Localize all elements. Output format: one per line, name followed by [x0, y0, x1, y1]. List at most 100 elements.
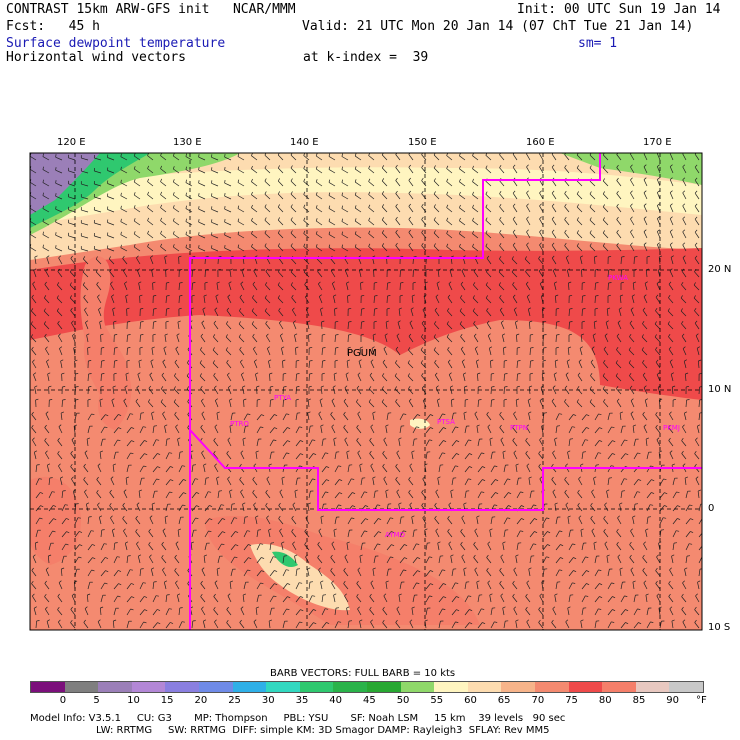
- wind-barb-feather: [554, 281, 558, 284]
- wind-barb-feather: [287, 596, 291, 599]
- wind-barb: [214, 621, 219, 629]
- wind-barb-feather: [97, 463, 101, 466]
- wind-barb-feather: [512, 580, 515, 584]
- wind-barb: [564, 388, 570, 395]
- wind-barb-feather: [489, 528, 493, 531]
- wind-barb-feather: [256, 385, 260, 388]
- wind-barb-feather: [589, 217, 592, 221]
- wind-barb-feather: [274, 414, 278, 417]
- wind-barb: [356, 427, 362, 434]
- wind-barb-feather: [203, 619, 207, 622]
- wind-barb: [525, 271, 531, 278]
- wind-barb: [134, 233, 141, 239]
- wind-barb-feather: [598, 452, 602, 454]
- wind-barb: [150, 569, 154, 577]
- wind-barb-feather: [172, 205, 175, 209]
- wind-barb: [619, 504, 622, 512]
- wind-barb: [397, 322, 401, 330]
- wind-barb-feather: [408, 229, 411, 233]
- wind-barb: [464, 426, 467, 434]
- wind-barb-feather: [172, 166, 175, 170]
- wind-barb: [96, 284, 102, 291]
- wind-barb: [446, 336, 453, 343]
- wind-barb-feather: [408, 177, 411, 181]
- wind-barb-feather: [460, 281, 464, 285]
- wind-barb: [464, 582, 467, 590]
- wind-barb: [48, 543, 52, 551]
- wind-barb-feather: [669, 203, 673, 206]
- wind-barb: [645, 439, 648, 447]
- wind-barb: [321, 479, 327, 486]
- wind-barb: [607, 282, 609, 291]
- wind-barb: [100, 373, 102, 382]
- wind-barb-feather: [44, 437, 47, 441]
- wind-barb-feather: [421, 372, 424, 376]
- wind-barb-feather: [242, 255, 246, 258]
- wind-barb: [282, 386, 284, 395]
- wind-barb: [55, 156, 63, 161]
- wind-barb-feather: [157, 609, 161, 611]
- wind-barb: [81, 209, 89, 213]
- wind-barb: [500, 439, 505, 447]
- wind-barb-feather: [494, 504, 498, 506]
- wind-barb-feather: [485, 204, 488, 208]
- wind-barb-feather: [595, 282, 599, 284]
- wind-barb-feather: [114, 334, 118, 336]
- wind-barb-feather: [534, 518, 538, 521]
- wind-barb: [346, 283, 349, 291]
- wind-barb: [70, 258, 76, 265]
- wind-barb: [628, 362, 635, 369]
- wind-barb-feather: [612, 596, 616, 599]
- wind-barb: [411, 517, 414, 525]
- wind-barb: [321, 452, 326, 460]
- wind-barb-feather: [577, 502, 580, 506]
- wind-barb-feather: [547, 544, 551, 547]
- wind-barb: [277, 297, 284, 304]
- wind-barb-feather: [702, 557, 705, 558]
- wind-barb: [659, 530, 662, 538]
- barb-vectors-note: BARB VECTORS: FULL BARB = 10 kts: [270, 668, 456, 679]
- wind-barb: [424, 283, 427, 291]
- wind-barb-feather: [251, 230, 253, 234]
- wind-barb: [697, 582, 700, 590]
- wind-barb: [528, 413, 531, 421]
- wind-barb: [178, 517, 181, 525]
- wind-barb: [369, 453, 375, 460]
- wind-barb-feather: [318, 281, 321, 285]
- wind-barb: [86, 439, 89, 447]
- wind-barb-feather: [192, 282, 196, 284]
- wind-barb: [490, 492, 496, 499]
- wind-barb: [372, 569, 375, 577]
- wind-barb-feather: [434, 321, 437, 324]
- wind-barb: [48, 530, 53, 538]
- wind-barb: [214, 309, 219, 317]
- wind-barb-feather: [442, 413, 446, 415]
- wind-barb: [343, 583, 349, 590]
- wind-barb-feather: [268, 359, 272, 362]
- wind-barb-feather: [413, 256, 417, 258]
- wind-barb: [486, 322, 492, 330]
- wind-barb-feather: [304, 528, 307, 532]
- wind-barb-feather: [264, 204, 267, 208]
- color-scale-label: 60: [464, 695, 477, 706]
- wind-barb-feather: [241, 372, 244, 375]
- wind-barb: [682, 205, 687, 213]
- wind-barb-feather: [390, 517, 394, 519]
- wind-barb-feather: [703, 545, 706, 546]
- wind-barb: [438, 465, 441, 473]
- wind-barb-feather: [56, 295, 59, 299]
- wind-barb-feather: [555, 294, 559, 297]
- wind-barb-feather: [239, 294, 243, 298]
- wind-barb: [227, 478, 232, 486]
- wind-barb: [265, 505, 271, 512]
- wind-barb: [176, 335, 180, 343]
- wind-barb: [48, 491, 53, 499]
- wind-barb-feather: [669, 567, 672, 571]
- wind-barb-feather: [619, 502, 623, 505]
- wind-barb: [201, 400, 206, 408]
- wind-barb-feather: [524, 256, 527, 260]
- wind-barb: [591, 491, 596, 499]
- wind-barb-feather: [186, 386, 189, 390]
- wind-barb: [450, 491, 453, 499]
- wind-barb: [30, 221, 37, 226]
